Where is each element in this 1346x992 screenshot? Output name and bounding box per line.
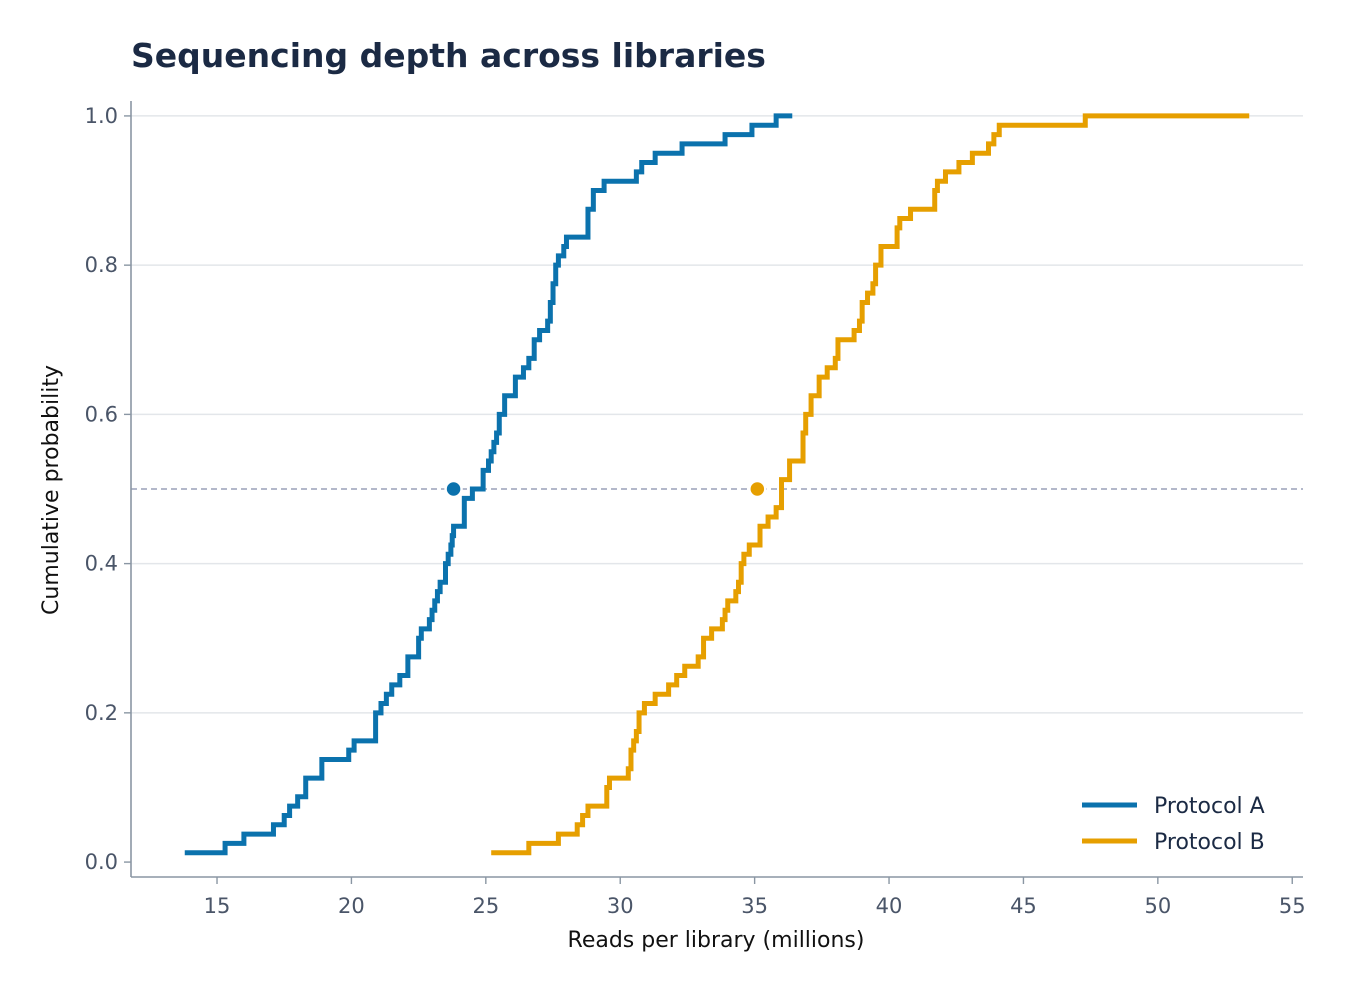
x-tick-label-7: 50 — [1144, 894, 1171, 918]
y-tick-label-5: 1.0 — [85, 104, 118, 128]
legend-label-1: Protocol B — [1154, 830, 1265, 855]
y-tick-label-1: 0.2 — [85, 701, 118, 725]
axes — [124, 101, 1303, 884]
y-axis-label: Cumulative probability — [39, 365, 64, 615]
x-tick-label-0: 15 — [204, 894, 231, 918]
gridlines — [131, 115, 1303, 714]
x-tick-label-5: 40 — [876, 894, 903, 918]
x-tick-label-6: 45 — [1010, 894, 1037, 918]
x-tick-label-3: 30 — [607, 894, 634, 918]
x-tick-label-8: 55 — [1279, 894, 1306, 918]
y-tick-label-4: 0.8 — [85, 253, 118, 277]
chart-title: Sequencing depth across libraries — [131, 36, 766, 75]
x-tick-label-4: 35 — [741, 894, 768, 918]
median-marker-0 — [444, 479, 463, 499]
median-marker-1 — [748, 479, 767, 499]
y-tick-label-0: 0.0 — [85, 850, 118, 874]
series-line-0 — [184, 113, 793, 856]
series-line-1 — [491, 113, 1250, 856]
tick-labels: 15 20 25 30 35 40 45 50 55 0.0 0.2 0.4 0.6 0.8 1.0 — [85, 104, 1306, 918]
y-tick-label-3: 0.6 — [85, 402, 118, 426]
legend-label-0: Protocol A — [1154, 794, 1265, 819]
x-tick-label-1: 20 — [338, 894, 365, 918]
y-tick-label-2: 0.4 — [85, 552, 118, 576]
median-markers — [444, 479, 767, 499]
legend: Protocol A Protocol B — [1082, 794, 1265, 855]
x-axis-label: Reads per library (millions) — [568, 928, 865, 953]
series-group — [184, 113, 1250, 856]
x-tick-label-2: 25 — [472, 894, 499, 918]
